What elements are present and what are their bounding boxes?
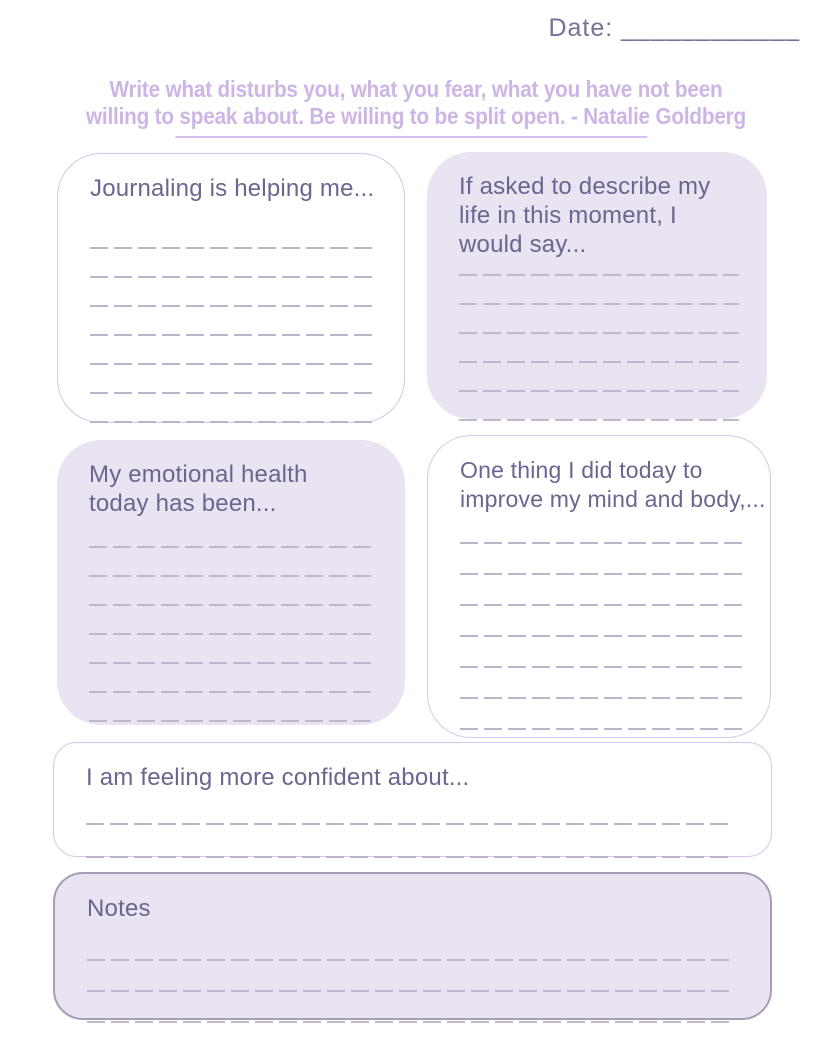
card-notes: Notes xyxy=(53,872,772,1023)
writing-lines xyxy=(460,542,742,730)
writing-line[interactable] xyxy=(89,575,377,577)
writing-line[interactable] xyxy=(460,573,742,575)
quote-line-1: Write what disturbs you, what you fear, … xyxy=(109,76,723,102)
writing-line[interactable] xyxy=(459,361,739,363)
writing-line[interactable] xyxy=(460,728,742,730)
writing-line[interactable] xyxy=(459,390,739,392)
writing-lines xyxy=(459,274,739,421)
writing-line[interactable] xyxy=(460,635,742,637)
writing-line[interactable] xyxy=(87,990,734,992)
writing-lines xyxy=(89,546,377,722)
writing-line[interactable] xyxy=(459,419,739,421)
quote: Write what disturbs you, what you fear, … xyxy=(42,76,791,130)
prompt-title: Notes xyxy=(87,895,151,922)
writing-line[interactable] xyxy=(86,856,731,858)
card-journaling-prompt: Journaling is helping me... xyxy=(57,153,405,423)
prompt-title: Journaling is helping me... xyxy=(90,175,375,202)
writing-lines xyxy=(90,247,376,423)
writing-line[interactable] xyxy=(90,334,376,336)
writing-line[interactable] xyxy=(87,959,734,961)
writing-line[interactable] xyxy=(459,274,739,276)
prompt-title: My emotional health today has been... xyxy=(89,461,308,517)
quote-line-2: willing to speak about. Be willing to be… xyxy=(85,103,747,129)
writing-line[interactable] xyxy=(90,392,376,394)
writing-line[interactable] xyxy=(460,542,742,544)
card-improve-mind-body-prompt: One thing I did today to improve my mind… xyxy=(427,435,771,738)
writing-line[interactable] xyxy=(90,305,376,307)
card-describe-life-prompt: If asked to describe my life in this mom… xyxy=(427,152,767,421)
writing-line[interactable] xyxy=(460,666,742,668)
writing-line[interactable] xyxy=(89,633,377,635)
writing-line[interactable] xyxy=(90,276,376,278)
writing-line[interactable] xyxy=(459,303,739,305)
quote-divider xyxy=(175,136,648,138)
prompt-title: One thing I did today to improve my mind… xyxy=(460,457,766,512)
card-confident-prompt: I am feeling more confident about... xyxy=(53,742,772,858)
prompt-title: If asked to describe my life in this mom… xyxy=(459,173,711,258)
writing-line[interactable] xyxy=(89,691,377,693)
card-emotional-health-prompt: My emotional health today has been... xyxy=(57,440,405,725)
writing-line[interactable] xyxy=(90,247,376,249)
writing-lines xyxy=(87,959,734,1023)
writing-line[interactable] xyxy=(460,697,742,699)
writing-line[interactable] xyxy=(459,332,739,334)
writing-line[interactable] xyxy=(460,604,742,606)
date-field[interactable]: Date: ____________ xyxy=(548,14,800,42)
writing-line[interactable] xyxy=(90,421,376,423)
writing-line[interactable] xyxy=(89,662,377,664)
writing-line[interactable] xyxy=(89,604,377,606)
writing-line[interactable] xyxy=(89,720,377,722)
writing-line[interactable] xyxy=(87,1021,734,1023)
writing-line[interactable] xyxy=(86,823,731,825)
writing-line[interactable] xyxy=(89,546,377,548)
writing-line[interactable] xyxy=(90,363,376,365)
writing-lines xyxy=(86,823,731,858)
prompt-title: I am feeling more confident about... xyxy=(86,764,470,791)
